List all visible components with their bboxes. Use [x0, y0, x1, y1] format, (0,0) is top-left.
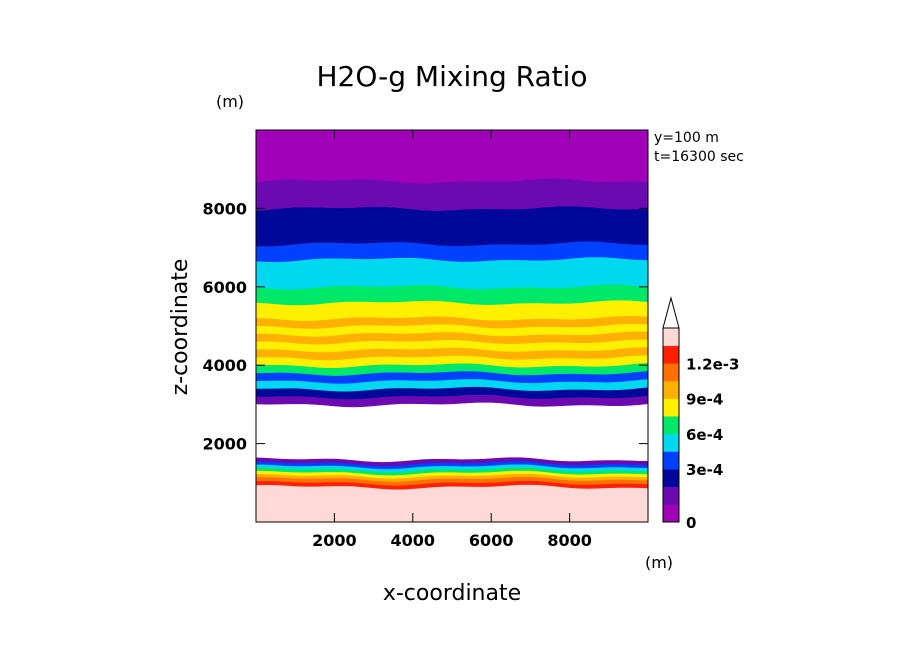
x-tick-label-2000: 2000 [312, 531, 357, 550]
axes: 2000 4000 6000 8000 2000 4000 6000 8000 [202, 130, 648, 550]
colorbar-extend-arrow [662, 296, 680, 329]
chart-title: H2O-g Mixing Ratio [316, 60, 587, 93]
colorbar-swatch-1 [663, 486, 679, 505]
y-tick-label-4000: 4000 [202, 356, 247, 375]
y-tick-label-6000: 6000 [202, 278, 247, 297]
y-tick-label-8000: 8000 [202, 199, 247, 218]
colorbar-swatch-2 [663, 469, 679, 488]
contour-band-28 [255, 129, 649, 184]
colorbar-label-3: 9e-4 [686, 391, 723, 409]
y-unit-label: (m) [216, 92, 244, 111]
x-axis-label: x-coordinate [383, 581, 521, 606]
contour-band-0 [255, 484, 649, 523]
x-tick-label-4000: 4000 [391, 531, 436, 550]
y-axis-label: z-coordinate [168, 259, 193, 396]
colorbar-swatch-6 [663, 398, 679, 417]
annotation-y: y=100 m [654, 130, 719, 146]
y-tick-label-2000: 2000 [202, 435, 247, 454]
x-tick-label-8000: 8000 [547, 531, 592, 550]
annotation-t: t=16300 sec [654, 149, 744, 165]
plot-frame [255, 129, 649, 523]
colorbar-label-0: 0 [686, 514, 696, 532]
x-unit-label: (m) [645, 553, 673, 572]
colorbar-label-4: 1.2e-3 [686, 355, 739, 373]
colorbar-label-2: 6e-4 [686, 426, 723, 444]
contour-band-9 [255, 401, 649, 463]
contour-fill [255, 129, 649, 523]
colorbar-swatch-5 [663, 416, 679, 435]
x-tick-label-6000: 6000 [469, 531, 514, 550]
colorbar-swatch-4 [663, 433, 679, 452]
colorbar-swatch-10 [663, 328, 679, 346]
colorbar-label-1: 3e-4 [686, 461, 723, 479]
contour-band-26 [255, 205, 649, 247]
contour-band-27 [255, 178, 649, 211]
colorbar-swatch-3 [663, 451, 679, 470]
colorbar-swatch-9 [663, 345, 679, 364]
colorbar-swatch-0 [663, 504, 679, 523]
colorbar-swatch-7 [663, 380, 679, 399]
colorbar-swatch-8 [663, 363, 679, 382]
colorbar: 0 3e-4 6e-4 9e-4 1.2e-3 [662, 296, 739, 532]
